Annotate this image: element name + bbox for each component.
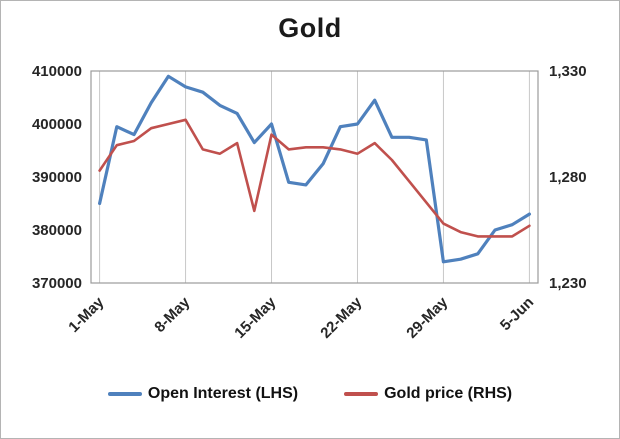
svg-text:15-May: 15-May <box>231 293 279 341</box>
svg-text:390000: 390000 <box>32 169 82 186</box>
svg-text:1,330: 1,330 <box>549 63 587 80</box>
legend-label-open-interest: Open Interest (LHS) <box>147 385 299 402</box>
legend-line-open-interest <box>107 392 142 396</box>
svg-text:400000: 400000 <box>32 116 82 133</box>
svg-text:5-Jun: 5-Jun <box>497 294 537 334</box>
svg-text:410000: 410000 <box>32 63 82 80</box>
svg-text:1,280: 1,280 <box>549 169 587 186</box>
svg-text:8-May: 8-May <box>151 293 194 336</box>
legend-item-gold-price: Gold price (RHS) <box>344 385 512 403</box>
svg-text:370000: 370000 <box>32 275 82 292</box>
svg-text:1,230: 1,230 <box>549 275 587 292</box>
chart-canvas: 370000 380000 390000 400000 410000 1,230 1,280… <box>32 63 587 342</box>
svg-text:380000: 380000 <box>32 222 82 239</box>
svg-text:29-May: 29-May <box>403 293 451 341</box>
svg-text:22-May: 22-May <box>317 293 365 341</box>
legend: Open Interest (LHS) Gold price (RHS) <box>1 373 619 415</box>
svg-text:1-May: 1-May <box>65 293 108 336</box>
legend-item-open-interest: Open Interest (LHS) <box>107 385 299 403</box>
legend-label-gold-price: Gold price (RHS) <box>384 385 513 402</box>
chart-title: Gold <box>278 13 342 43</box>
legend-line-gold-price <box>344 392 379 396</box>
